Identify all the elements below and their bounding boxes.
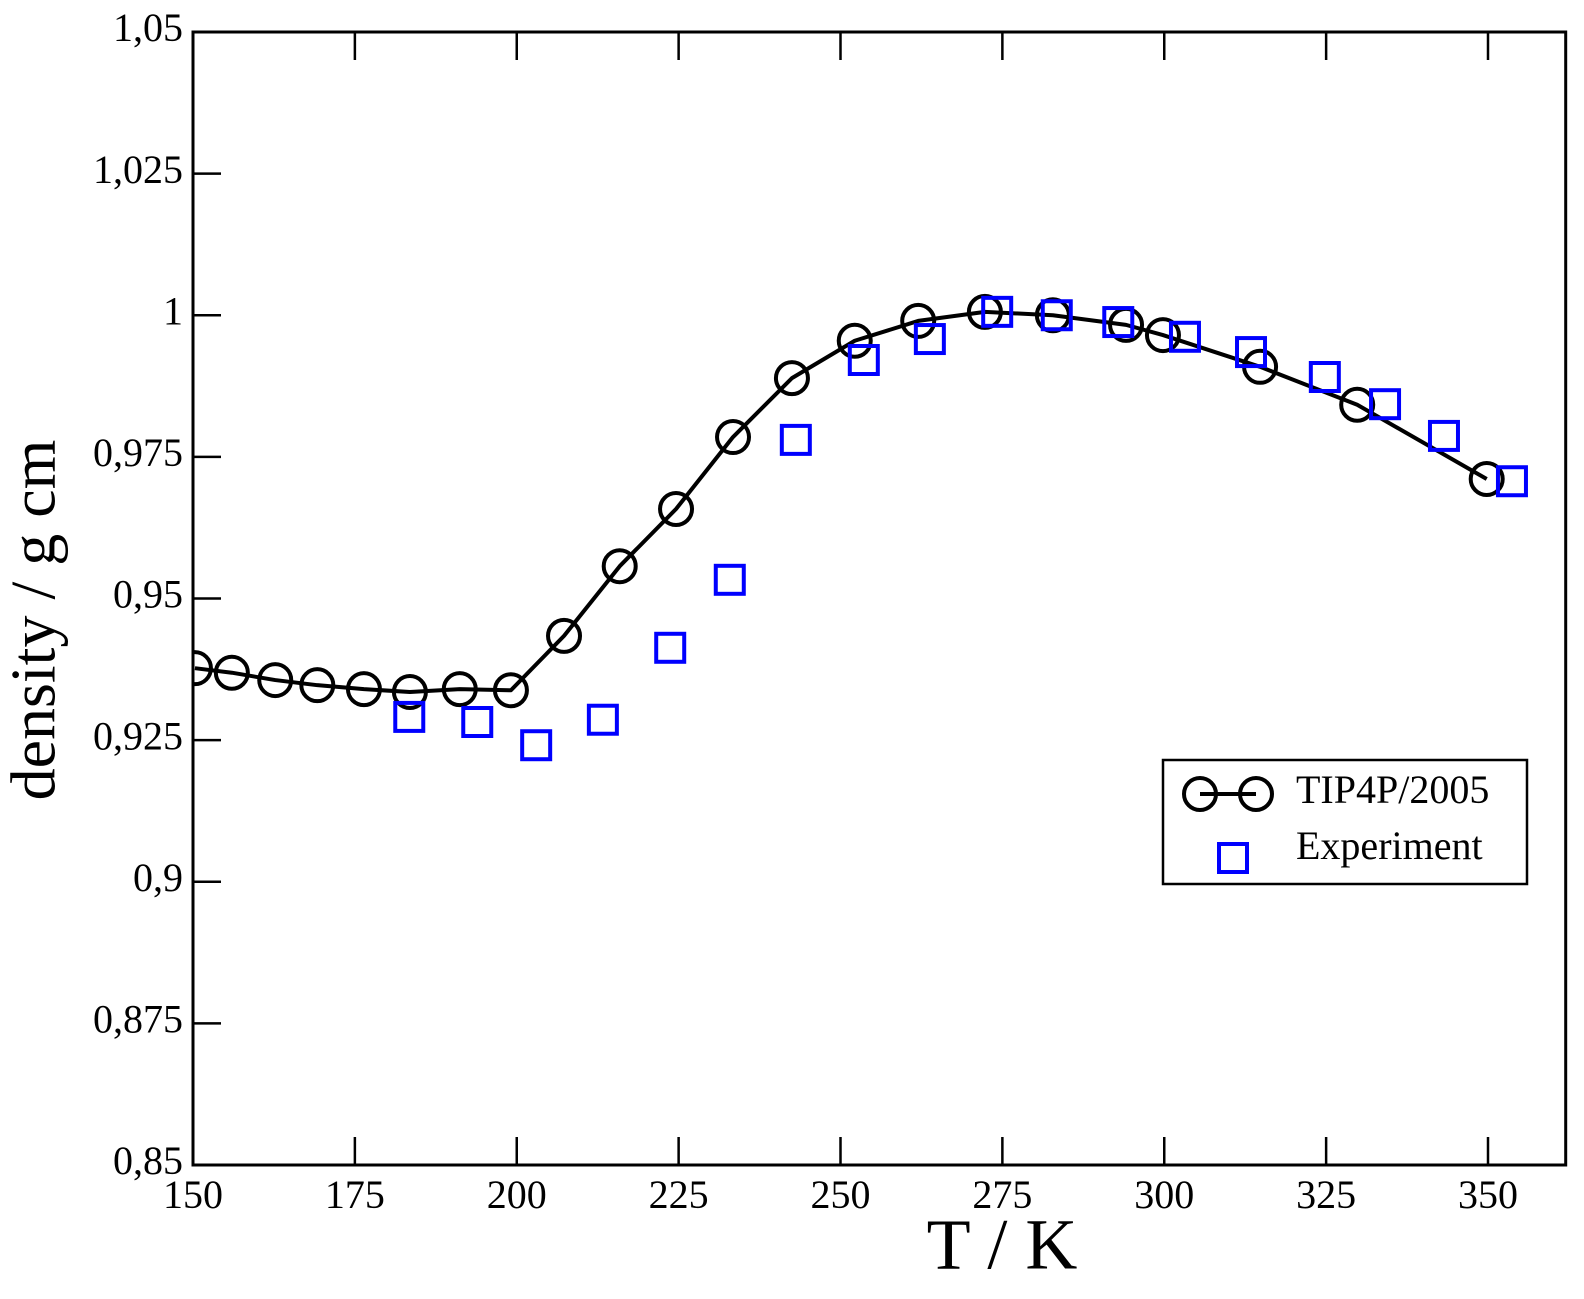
y-tick-label: 1 (163, 288, 183, 333)
circle-marker (773, 360, 810, 397)
square-marker (1427, 419, 1460, 452)
circle-marker (836, 322, 873, 359)
circle-marker (658, 490, 695, 527)
circle-marker (257, 662, 294, 699)
circle-marker (601, 548, 638, 585)
x-tick-label: 300 (1134, 1172, 1194, 1217)
square-marker (847, 344, 880, 377)
y-tick-label: 1,05 (113, 5, 183, 50)
square-marker (654, 631, 687, 664)
x-tick-label: 350 (1458, 1172, 1518, 1217)
circle-marker (345, 671, 382, 708)
y-tick-label: 0,925 (93, 713, 183, 758)
plot-area (193, 293, 1528, 762)
square-marker (1369, 388, 1402, 421)
square-marker (1235, 336, 1268, 369)
legend-box (1161, 758, 1529, 886)
circle-marker (193, 650, 213, 687)
circle-marker (441, 671, 478, 708)
legend-label: Experiment (1296, 823, 1483, 868)
legend-marker (1217, 842, 1249, 874)
y-tick-label: 0,95 (113, 572, 183, 617)
y-tick-label: 0,9 (133, 855, 183, 900)
square-marker (1308, 360, 1341, 393)
circle-marker (492, 672, 529, 709)
x-tick-label: 150 (163, 1172, 223, 1217)
legend-marker (1182, 776, 1218, 812)
circle-marker (1468, 460, 1505, 497)
square-marker (913, 323, 946, 356)
x-tick-label: 225 (649, 1172, 709, 1217)
square-marker (461, 705, 494, 738)
circle-marker (900, 302, 937, 339)
circle-marker (1144, 317, 1181, 354)
y-tick-label: 0,85 (113, 1138, 183, 1183)
y-tick-label: 1,025 (93, 147, 183, 192)
square-marker (520, 729, 553, 762)
square-marker (779, 423, 812, 456)
square-marker (1168, 320, 1201, 353)
circle-marker (213, 654, 250, 691)
square-marker (713, 563, 746, 596)
square-marker (1102, 306, 1135, 339)
legend-marker (1238, 776, 1274, 812)
series-line (194, 309, 1488, 694)
x-tick-label: 250 (811, 1172, 871, 1217)
square-marker (393, 700, 426, 733)
y-axis-label: density / g cm (0, 440, 69, 801)
x-tick-label: 175 (325, 1172, 385, 1217)
square-marker (586, 703, 619, 736)
square-marker (981, 295, 1014, 328)
x-axis-label: T / K (927, 1205, 1078, 1285)
circle-marker (299, 667, 336, 704)
x-tick-label: 200 (487, 1172, 547, 1217)
circle-marker (1339, 386, 1376, 423)
y-tick-label: 0,975 (93, 430, 183, 475)
square-marker (1040, 299, 1073, 332)
plot-frame (191, 30, 1568, 1167)
legend-label: TIP4P/2005 (1296, 767, 1489, 812)
circle-marker (715, 419, 752, 456)
circle-marker (391, 673, 428, 710)
x-tick-label: 275 (972, 1172, 1032, 1217)
y-tick-label: 0,875 (93, 997, 183, 1042)
square-marker (1495, 465, 1528, 498)
x-tick-label: 325 (1296, 1172, 1356, 1217)
circle-marker (546, 617, 583, 654)
